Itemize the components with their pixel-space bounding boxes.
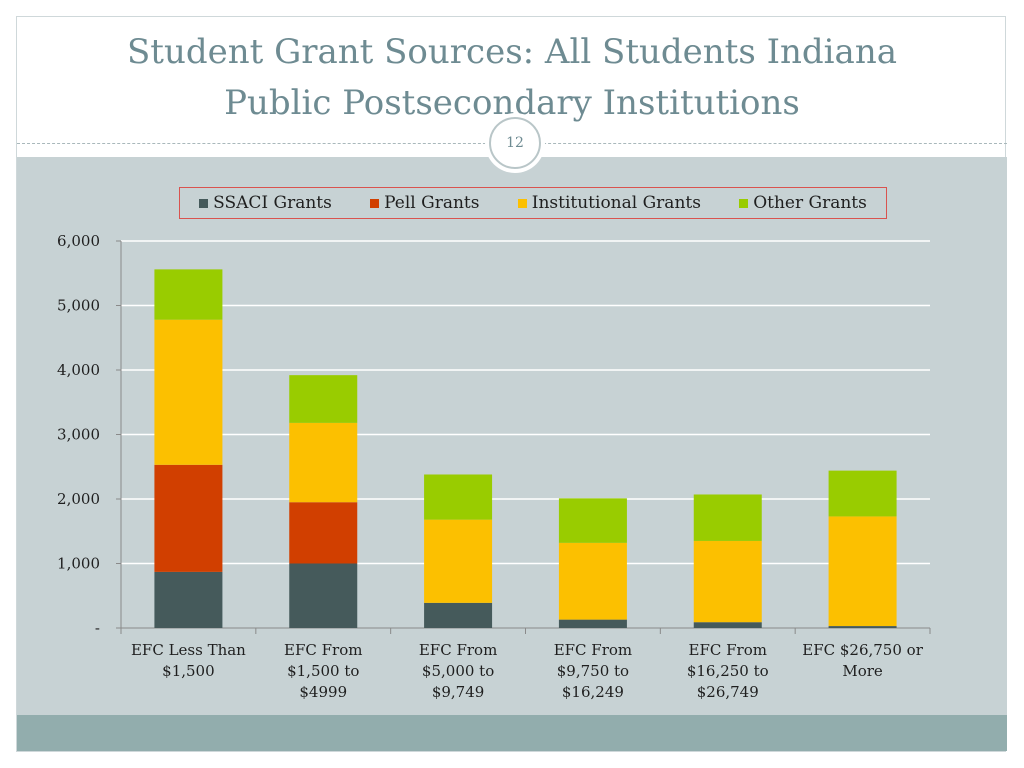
x-category-label: $5,000 to bbox=[422, 662, 494, 680]
x-category-label: $9,750 to bbox=[557, 662, 629, 680]
x-category-label: EFC From bbox=[554, 641, 632, 659]
legend-item-other: Other Grants bbox=[739, 193, 867, 213]
bar-segment-other-grants bbox=[828, 470, 897, 517]
bar-segment-other-grants bbox=[558, 498, 627, 543]
bar-segment-ssaci-grants bbox=[558, 619, 627, 628]
x-category-label: EFC From bbox=[419, 641, 497, 659]
x-category-label: $9,749 bbox=[432, 683, 485, 701]
x-category-label: $16,250 to bbox=[687, 662, 769, 680]
legend-swatch-pell bbox=[370, 198, 380, 208]
bar-segment-institutional-grants bbox=[828, 516, 897, 627]
x-category-label: $4999 bbox=[299, 683, 347, 701]
bar-segment-institutional-grants bbox=[558, 542, 627, 620]
bar-segment-other-grants bbox=[154, 269, 223, 320]
bar-segment-institutional-grants bbox=[424, 519, 493, 603]
bar-segment-pell-grants bbox=[289, 502, 358, 564]
x-category-label: More bbox=[842, 662, 883, 680]
y-tick-label: - bbox=[95, 619, 100, 637]
bar-segment-institutional-grants bbox=[154, 319, 223, 465]
bar-segment-ssaci-grants bbox=[289, 563, 358, 628]
y-tick-label: 2,000 bbox=[57, 490, 100, 508]
y-tick-label: 3,000 bbox=[57, 426, 100, 444]
bar-segment-pell-grants bbox=[154, 464, 223, 572]
x-category-label: $16,249 bbox=[562, 683, 624, 701]
y-tick-label: 6,000 bbox=[57, 232, 100, 250]
bar-segment-other-grants bbox=[693, 494, 762, 541]
bar-segment-ssaci-grants bbox=[693, 622, 762, 628]
bar-segment-institutional-grants bbox=[289, 422, 358, 503]
x-category-label: EFC $26,750 or bbox=[802, 641, 923, 659]
bar-segment-institutional-grants bbox=[693, 540, 762, 623]
y-tick-label: 1,000 bbox=[57, 555, 100, 573]
x-category-label: $26,749 bbox=[697, 683, 759, 701]
y-tick-label: 5,000 bbox=[57, 297, 100, 315]
legend-swatch-ssaci bbox=[199, 198, 209, 208]
legend-swatch-institutional bbox=[517, 198, 527, 208]
legend-item-pell: Pell Grants bbox=[370, 193, 479, 213]
slide: Student Grant Sources: All Students Indi… bbox=[16, 16, 1007, 752]
legend-item-institutional: Institutional Grants bbox=[517, 193, 701, 213]
legend-swatch-other bbox=[739, 198, 749, 208]
legend-item-ssaci: SSACI Grants bbox=[199, 193, 332, 213]
grant-chart: - 1,000 2,000 3,000 4,000 5,000 6,000 EFC Less … bbox=[57, 232, 931, 701]
x-category-label: EFC Less Than bbox=[131, 641, 246, 659]
footer-band bbox=[17, 715, 1007, 751]
legend-label-institutional: Institutional Grants bbox=[531, 193, 701, 213]
slide-title: Student Grant Sources: All Students Indi… bbox=[17, 27, 1007, 137]
x-category-label: $1,500 bbox=[162, 662, 215, 680]
legend-label-ssaci: SSACI Grants bbox=[213, 193, 332, 213]
legend-label-other: Other Grants bbox=[753, 193, 867, 213]
bar-segment-other-grants bbox=[289, 375, 358, 423]
x-category-label: EFC From bbox=[689, 641, 767, 659]
page-number-badge: 12 bbox=[489, 117, 541, 169]
legend-label-pell: Pell Grants bbox=[384, 193, 480, 213]
x-category-label: EFC From bbox=[284, 641, 362, 659]
x-category-label: $1,500 to bbox=[287, 662, 359, 680]
bar-segment-ssaci-grants bbox=[424, 602, 493, 628]
title-line-1: Student Grant Sources: All Students Indi… bbox=[126, 32, 897, 72]
chart-legend: SSACI Grants Pell Grants Institutional G… bbox=[179, 187, 887, 219]
bar-segment-ssaci-grants bbox=[154, 571, 223, 628]
bar-segment-ssaci-grants bbox=[828, 626, 897, 628]
y-tick-label: 4,000 bbox=[57, 361, 100, 379]
bar-segment-other-grants bbox=[424, 474, 493, 520]
